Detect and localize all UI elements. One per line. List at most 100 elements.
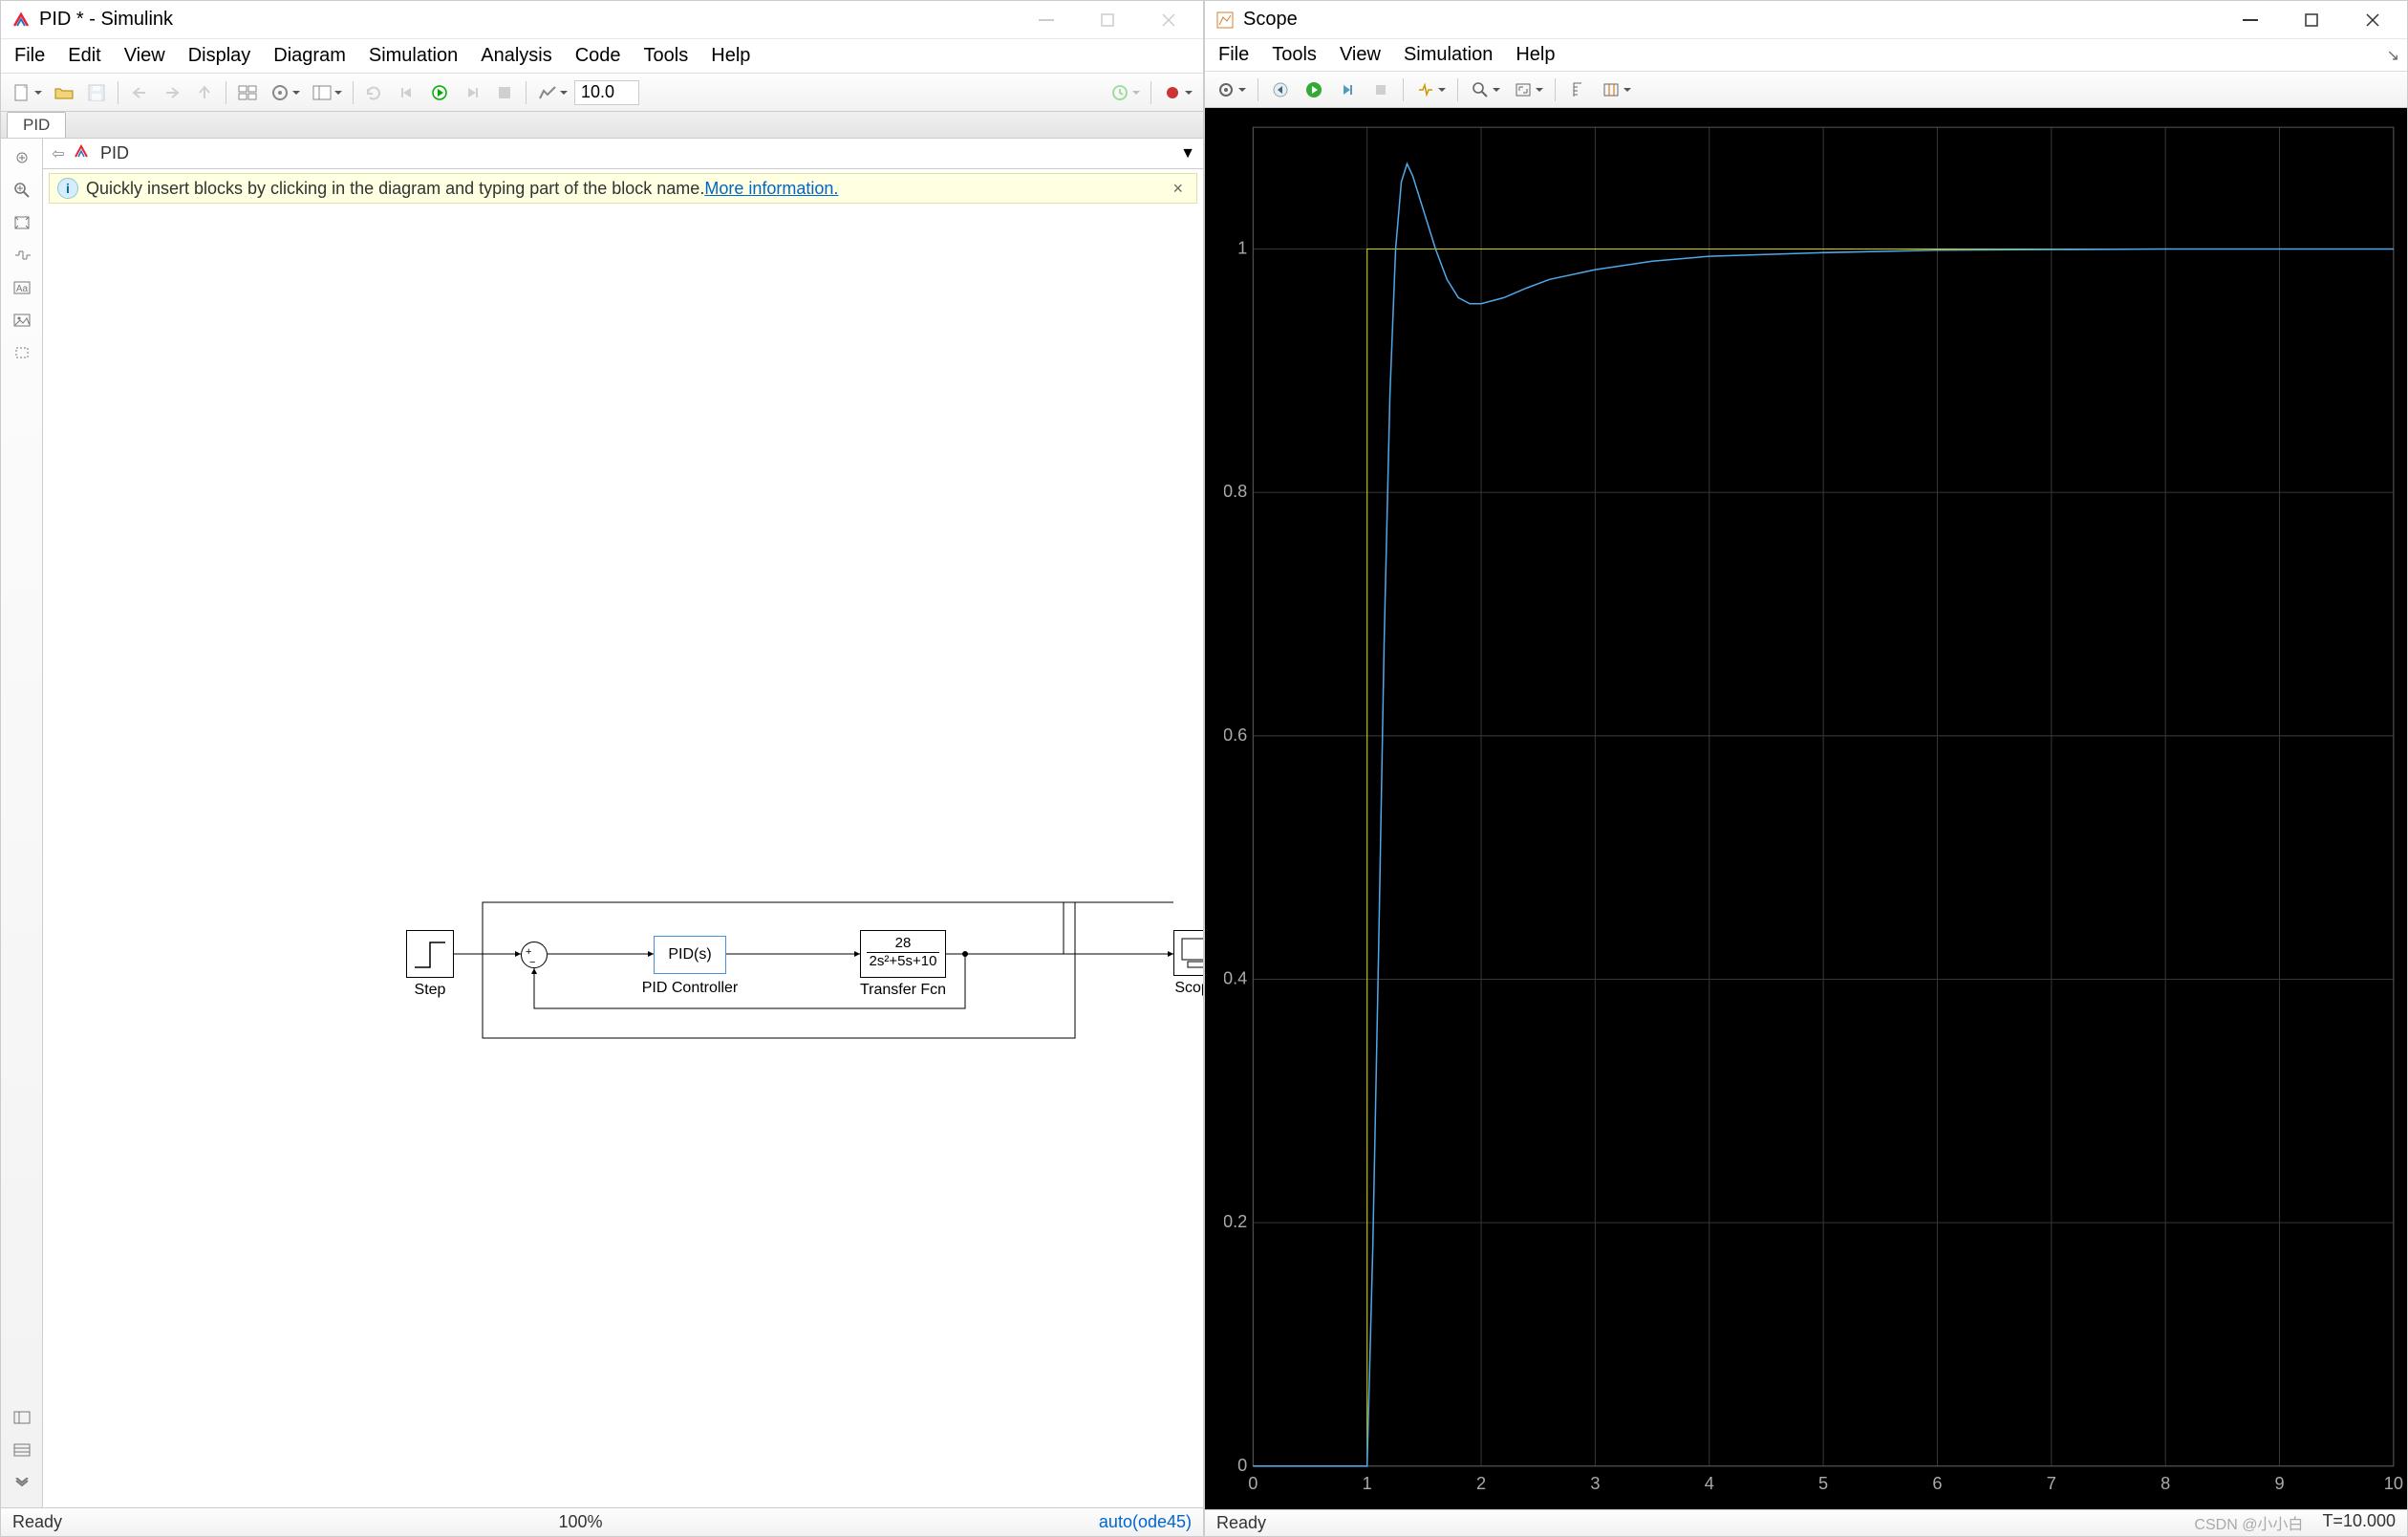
- dock-icon[interactable]: ↘: [2376, 42, 2405, 69]
- pid-label: PID Controller: [633, 980, 747, 997]
- signal-wires: [43, 207, 1203, 1068]
- sum-block[interactable]: + −: [521, 942, 548, 968]
- tip-close-button[interactable]: ×: [1167, 179, 1189, 199]
- stop-button[interactable]: [489, 78, 520, 107]
- scope-run-button[interactable]: [1299, 76, 1329, 104]
- run-button[interactable]: [424, 78, 455, 107]
- svg-text:6: 6: [1932, 1473, 1942, 1493]
- back-button[interactable]: [124, 78, 155, 107]
- svg-text:0.6: 0.6: [1224, 725, 1247, 745]
- transfer-fcn-block[interactable]: 28 2s²+5s+10: [860, 930, 946, 978]
- scope-block[interactable]: [1173, 930, 1203, 976]
- scope-step-back-button[interactable]: [1265, 76, 1296, 104]
- tip-bar: i Quickly insert blocks by clicking in t…: [49, 173, 1197, 204]
- scope-step-fwd-button[interactable]: [1332, 76, 1363, 104]
- simulink-app-icon: [11, 10, 32, 31]
- scope-app-icon: [1215, 10, 1236, 31]
- svg-text:2: 2: [1476, 1473, 1486, 1493]
- open-button[interactable]: [49, 78, 79, 107]
- record-button[interactable]: [1157, 78, 1197, 107]
- maximize-button[interactable]: [1077, 1, 1138, 39]
- scope-label: Scope: [1139, 980, 1203, 997]
- measurements-button[interactable]: [1562, 76, 1593, 104]
- status-solver[interactable]: auto(ode45): [1099, 1512, 1192, 1532]
- model-explorer-button[interactable]: [307, 78, 347, 107]
- status-zoom[interactable]: 100%: [558, 1512, 602, 1532]
- menu-simulation[interactable]: Simulation: [357, 41, 469, 71]
- close-button[interactable]: [1138, 1, 1199, 39]
- tool-palette: Aa: [1, 139, 43, 1507]
- annotation-button[interactable]: Aa: [8, 274, 36, 301]
- menu-display[interactable]: Display: [177, 41, 263, 71]
- simulink-menubar: File Edit View Display Diagram Simulatio…: [1, 39, 1203, 74]
- diagram-canvas[interactable]: Step + − PID(s) PID Controller 28 2s²+5s…: [43, 207, 1203, 1507]
- model-tabstrip: PID: [1, 112, 1203, 139]
- scope-menu-tools[interactable]: Tools: [1260, 40, 1328, 70]
- autoscale-button[interactable]: [1508, 76, 1548, 104]
- configure-button[interactable]: [1211, 76, 1251, 104]
- menu-file[interactable]: File: [3, 41, 56, 71]
- simulation-mode-button[interactable]: [532, 78, 572, 107]
- svg-text:9: 9: [2274, 1473, 2284, 1493]
- stop-time-input[interactable]: [574, 80, 639, 105]
- scope-menu-simulation[interactable]: Simulation: [1392, 40, 1504, 70]
- up-button[interactable]: [189, 78, 220, 107]
- status-ready: Ready: [12, 1512, 62, 1532]
- fit-view-button[interactable]: [8, 209, 36, 236]
- expand-button[interactable]: [8, 1469, 36, 1496]
- update-diagram-button[interactable]: [359, 78, 390, 107]
- model-data-button[interactable]: [8, 1437, 36, 1463]
- menu-code[interactable]: Code: [564, 41, 633, 71]
- forward-button[interactable]: [157, 78, 187, 107]
- save-button[interactable]: [81, 78, 112, 107]
- scope-stop-button[interactable]: [1365, 76, 1396, 104]
- menu-diagram[interactable]: Diagram: [262, 41, 357, 71]
- tf-num: 28: [861, 931, 945, 952]
- simulink-title: PID * - Simulink: [39, 9, 1016, 31]
- breadcrumb-model[interactable]: PID: [100, 143, 129, 163]
- image-button[interactable]: [8, 307, 36, 334]
- info-icon: i: [57, 178, 78, 199]
- svg-text:10: 10: [2384, 1473, 2403, 1493]
- area-button[interactable]: [8, 339, 36, 366]
- scope-menu-view[interactable]: View: [1328, 40, 1392, 70]
- svg-text:Aa: Aa: [15, 284, 28, 294]
- scope-time: T=10.000: [2322, 1511, 2396, 1534]
- trigger-button[interactable]: [1410, 76, 1451, 104]
- menu-tools[interactable]: Tools: [633, 41, 700, 71]
- model-config-button[interactable]: [265, 78, 305, 107]
- scope-maximize-button[interactable]: [2281, 1, 2342, 39]
- scope-toolbar: [1205, 72, 2407, 108]
- svg-text:1: 1: [1363, 1473, 1372, 1493]
- zoom-in-button[interactable]: [8, 177, 36, 204]
- hide-browser-button[interactable]: [8, 144, 36, 171]
- scope-plot-area[interactable]: 01234567891000.20.40.60.81: [1205, 108, 2407, 1508]
- scope-menu-help[interactable]: Help: [1504, 40, 1566, 70]
- menu-edit[interactable]: Edit: [56, 41, 112, 71]
- minimize-button[interactable]: [1016, 1, 1077, 39]
- new-model-button[interactable]: [7, 78, 47, 107]
- breadcrumb-dropdown-icon[interactable]: ▼: [1178, 144, 1197, 163]
- cursor-button[interactable]: [1596, 76, 1636, 104]
- library-browser-button[interactable]: [232, 78, 263, 107]
- scope-close-button[interactable]: [2342, 1, 2403, 39]
- zoom-button[interactable]: [1465, 76, 1505, 104]
- breadcrumb-bar: ⇦ PID ▼: [43, 139, 1203, 169]
- breadcrumb-back-icon[interactable]: ⇦: [49, 144, 68, 163]
- step-back-button[interactable]: [392, 78, 422, 107]
- step-forward-button[interactable]: [457, 78, 487, 107]
- fast-restart-button[interactable]: [1105, 78, 1145, 107]
- model-browser-button[interactable]: [8, 1404, 36, 1431]
- sample-time-button[interactable]: [8, 242, 36, 269]
- menu-analysis[interactable]: Analysis: [469, 41, 563, 71]
- tip-link[interactable]: More information.: [704, 179, 838, 199]
- scope-menu-file[interactable]: File: [1207, 40, 1260, 70]
- menu-help[interactable]: Help: [699, 41, 762, 71]
- model-tab[interactable]: PID: [7, 112, 66, 138]
- model-root-icon[interactable]: [74, 142, 95, 164]
- watermark-text: CSDN @小小白: [2194, 1511, 2303, 1534]
- step-block[interactable]: [406, 930, 454, 978]
- menu-view[interactable]: View: [113, 41, 177, 71]
- scope-minimize-button[interactable]: [2220, 1, 2281, 39]
- pid-block[interactable]: PID(s): [654, 936, 726, 974]
